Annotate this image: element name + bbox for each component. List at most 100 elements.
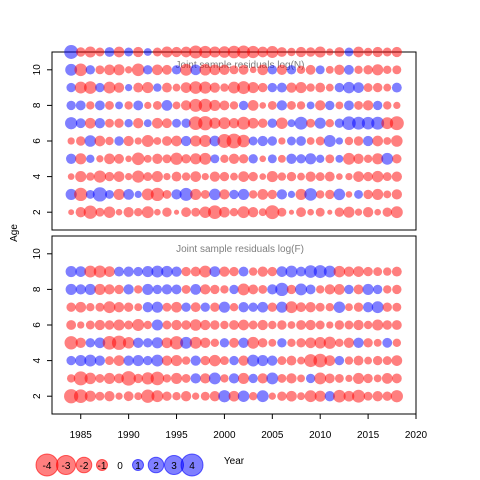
residual-bubble-logN [75,207,86,218]
residual-bubble-logN [143,154,152,163]
residual-bubble-logN [276,82,287,93]
residual-bubble-logN [124,119,133,128]
residual-bubble-logF [363,338,373,348]
residual-bubble-logN [382,207,392,217]
residual-bubble-logF [104,284,115,295]
residual-bubble-logN [180,100,192,111]
residual-bubble-logN [354,208,363,216]
residual-bubble-logF [189,336,202,349]
residual-bubble-logN [343,81,355,94]
residual-bubble-logN [325,189,335,200]
residual-bubble-logF [285,301,298,314]
residual-bubble-logF [219,356,229,366]
residual-bubble-logN [181,154,191,164]
residual-bubble-logN [237,45,251,59]
residual-bubble-logF [104,391,115,402]
residual-bubble-logN [383,83,392,92]
residual-bubble-logF [162,374,172,383]
residual-bubble-logN [383,65,392,75]
residual-bubble-logN [66,153,77,164]
residual-bubble-logN [391,46,402,58]
residual-bubble-logF [334,284,345,295]
residual-bubble-logN [115,101,123,110]
residual-bubble-logN [345,191,353,198]
residual-bubble-logN [219,206,230,218]
residual-bubble-logN [171,65,182,75]
residual-bubble-logF [104,266,115,277]
residual-bubble-logN [115,208,123,216]
residual-bubble-logN [198,116,213,131]
residual-bubble-logF [75,355,87,367]
residual-bubble-logN [363,171,373,182]
residual-bubble-logN [372,188,384,200]
residual-bubble-logN [276,100,288,111]
residual-bubble-logN [393,101,401,110]
residual-bubble-logN [392,65,402,75]
residual-bubble-logF [64,336,78,350]
residual-bubble-logN [105,100,114,110]
residual-bubble-logF [171,301,182,313]
residual-bubble-logF [267,284,278,295]
residual-bubble-logN [163,172,171,181]
residual-bubble-logN [143,172,153,182]
residual-bubble-logN [391,82,402,93]
residual-bubble-logF [200,355,210,366]
residual-bubble-logN [162,207,172,217]
residual-bubble-logN [326,48,334,56]
residual-bubble-logN [171,135,182,147]
residual-bubble-logF [352,372,365,384]
residual-bubble-logF [84,354,97,367]
residual-bubble-logN [84,135,97,147]
legend-label: -4 [43,461,52,472]
residual-bubble-logF [343,266,355,277]
residual-bubble-logF [162,391,172,401]
residual-bubble-logF [344,320,354,330]
residual-bubble-logF [200,284,211,295]
residual-bubble-logF [372,391,383,402]
residual-bubble-logN [354,189,363,199]
residual-bubble-logN [277,154,286,163]
residual-bubble-logN [258,118,268,128]
residual-bubble-logF [200,391,210,401]
residual-bubble-logF [95,391,105,401]
residual-bubble-logN [238,171,249,182]
legend-bubble [75,456,93,474]
residual-bubble-logN [124,101,133,110]
residual-bubble-logN [237,134,250,148]
residual-bubble-logN [372,82,383,93]
residual-bubble-logN [190,153,202,165]
residual-bubble-logF [314,372,327,385]
panel-logF: Joint sample residuals log(F) 2 4 6 8 10 [32,235,417,415]
residual-bubble-logN [381,152,394,165]
residual-bubble-logF [344,356,354,365]
residual-bubble-logF [324,373,335,384]
residual-bubble-logN [334,47,345,57]
residual-bubble-logF [247,336,260,349]
residual-bubble-logN [124,47,134,57]
residual-bubble-logN [287,119,296,128]
residual-bubble-logF [180,391,192,402]
residual-bubble-logN [181,118,191,128]
residual-bubble-logN [333,188,346,201]
x-tick-label: 2010 [309,430,332,441]
residual-bubble-logN [132,170,145,183]
residual-bubble-logN [84,81,97,94]
residual-bubble-logN [218,46,231,58]
residual-bubble-logN [286,82,297,93]
residual-bubble-logF [190,302,201,313]
residual-bubble-logF [170,372,183,384]
residual-bubble-logN [66,82,76,93]
residual-bubble-logN [345,172,353,181]
residual-bubble-logN [267,100,277,110]
residual-bubble-logN [286,153,297,164]
residual-bubble-logF [200,373,211,384]
residual-bubble-logF [180,336,193,349]
residual-bubble-logN [237,206,250,219]
residual-bubble-logF [287,321,296,329]
residual-bubble-logN [296,65,306,75]
residual-bubble-logN [371,170,384,183]
legend-bubble [55,454,77,476]
panel-logN-title: Joint sample residuals log(N) [176,60,305,71]
residual-bubble-logF [277,338,287,348]
residual-bubble-logF [363,391,373,401]
